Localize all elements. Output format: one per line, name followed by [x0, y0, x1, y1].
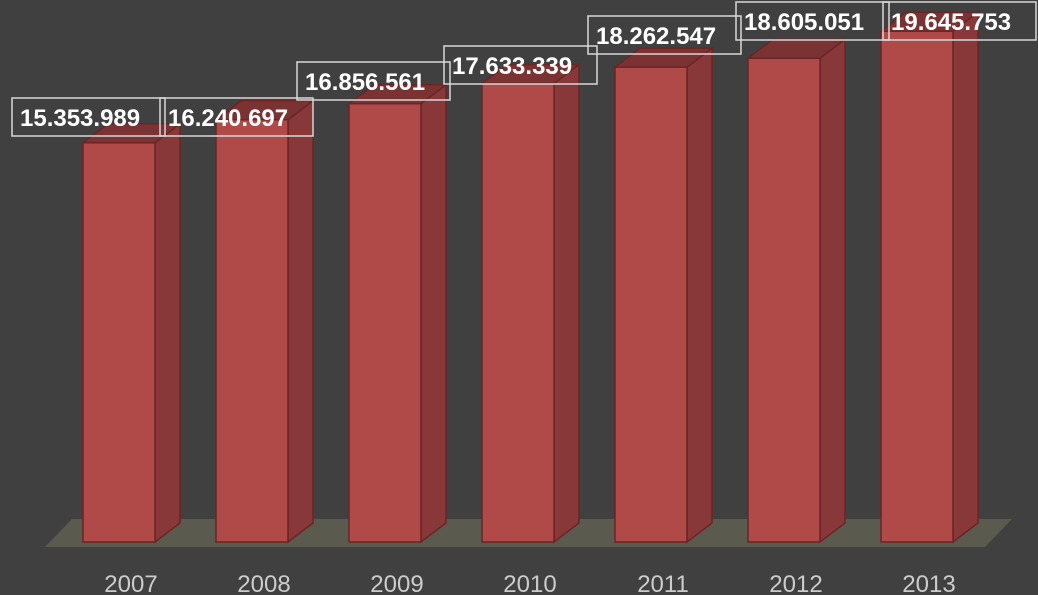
bar-front-face	[82, 142, 156, 543]
x-tick-label: 2009	[370, 571, 423, 595]
bar-2007	[80, 122, 183, 544]
x-tick-label: 2011	[637, 571, 689, 595]
data-label-text: 17.633.339	[452, 53, 572, 80]
data-label-box	[587, 15, 742, 55]
data-label-box	[443, 45, 598, 85]
bar-front-face	[481, 82, 555, 543]
data-label: 18.262.547	[587, 15, 742, 55]
bar-series	[80, 10, 981, 544]
data-label: 18.605.051	[735, 1, 890, 41]
bar-front-face	[747, 57, 821, 543]
data-label-text: 19.645.753	[891, 9, 1011, 36]
data-label-text: 18.605.051	[744, 9, 864, 36]
data-label: 19.645.753	[882, 1, 1037, 41]
bar-front-face	[614, 66, 688, 543]
data-label: 16.856.561	[296, 61, 451, 101]
bar-side-face	[819, 37, 846, 544]
bar-2008	[213, 99, 316, 544]
data-labels: 15.353.989 16.240.697 16.856.561 17.633.339…	[11, 1, 1037, 137]
data-label-text: 18.262.547	[596, 23, 716, 50]
bar-2011	[612, 46, 715, 544]
data-label-text: 16.856.561	[305, 69, 425, 96]
bar-front-face	[348, 102, 422, 543]
data-label-box	[882, 1, 1037, 41]
bar-side-face	[154, 122, 181, 544]
data-label-box	[11, 97, 166, 137]
bar-2010	[479, 63, 582, 544]
data-label: 16.240.697	[159, 97, 314, 137]
bar-2009	[346, 83, 449, 544]
x-tick-label: 2007	[104, 571, 157, 595]
data-label-text: 15.353.989	[20, 105, 140, 132]
x-tick-label: 2008	[237, 571, 290, 595]
bar-side-face	[553, 63, 580, 544]
bar-front-face	[215, 118, 289, 543]
x-axis-ticks: 2007 2008 2009 2010 2011 2012 2013	[104, 571, 955, 595]
bar-2012	[745, 37, 848, 544]
x-tick-label: 2012	[769, 571, 822, 595]
bar-side-face	[287, 99, 314, 544]
bar-side-face	[686, 46, 713, 544]
data-label-box	[735, 1, 890, 41]
bar-side-face	[952, 10, 979, 544]
data-label-box	[296, 61, 451, 101]
data-label-text: 16.240.697	[168, 105, 288, 132]
data-label-box	[159, 97, 314, 137]
bar-front-face	[880, 30, 954, 543]
bar-2013	[878, 10, 981, 544]
x-tick-label: 2010	[503, 571, 556, 595]
data-label: 15.353.989	[11, 97, 166, 137]
data-label: 17.633.339	[443, 45, 598, 85]
x-tick-label: 2013	[902, 571, 955, 595]
bar-side-face	[420, 83, 447, 544]
